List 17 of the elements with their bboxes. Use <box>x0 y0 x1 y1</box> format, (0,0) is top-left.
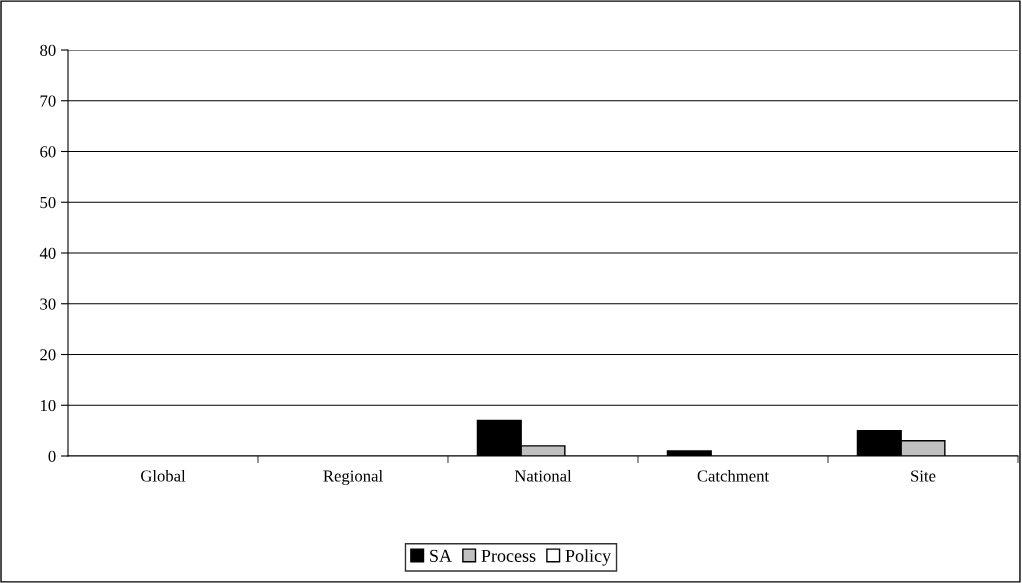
y-tick-label: 50 <box>40 196 56 209</box>
x-tick-label: Site <box>911 470 936 482</box>
y-tick-label: 0 <box>48 450 56 462</box>
y-tick-label: 40 <box>39 247 56 259</box>
y-tick-label: 20 <box>40 349 56 361</box>
legend-label: Process <box>481 549 536 562</box>
y-tick-label: 80 <box>40 44 56 56</box>
y-tick-label: 30 <box>40 298 56 310</box>
y-tick-label: 60 <box>40 146 56 158</box>
x-tick-label: Regional <box>323 469 383 486</box>
legend-label: SA <box>430 549 452 562</box>
y-tick-label: 10 <box>40 399 56 412</box>
x-tick-label: Global <box>141 469 186 482</box>
x-tick-label: Catchment <box>697 469 769 482</box>
legend-label: Policy <box>565 549 612 566</box>
x-tick-label: National <box>514 469 572 482</box>
y-tick-label: 70 <box>40 95 56 107</box>
